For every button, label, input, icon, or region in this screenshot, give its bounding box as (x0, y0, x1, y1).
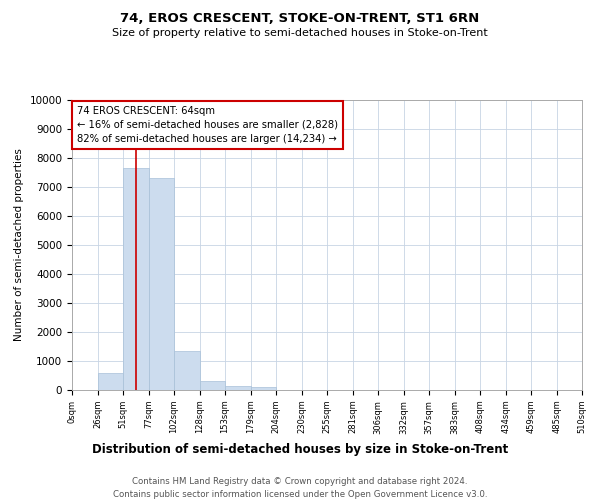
Y-axis label: Number of semi-detached properties: Number of semi-detached properties (14, 148, 24, 342)
Text: Distribution of semi-detached houses by size in Stoke-on-Trent: Distribution of semi-detached houses by … (92, 442, 508, 456)
Text: 74 EROS CRESCENT: 64sqm
← 16% of semi-detached houses are smaller (2,828)
82% of: 74 EROS CRESCENT: 64sqm ← 16% of semi-de… (77, 106, 338, 144)
Bar (200, 381, 225, 390)
Text: Contains public sector information licensed under the Open Government Licence v3: Contains public sector information licen… (113, 490, 487, 499)
Text: Size of property relative to semi-detached houses in Stoke-on-Trent: Size of property relative to semi-detach… (112, 28, 488, 38)
Text: Contains HM Land Registry data © Crown copyright and database right 2024.: Contains HM Land Registry data © Crown c… (132, 478, 468, 486)
Bar (225, 386, 251, 390)
Bar (123, 168, 149, 390)
Bar (174, 351, 200, 390)
Bar (251, 388, 276, 390)
Bar (98, 373, 123, 390)
Text: 74, EROS CRESCENT, STOKE-ON-TRENT, ST1 6RN: 74, EROS CRESCENT, STOKE-ON-TRENT, ST1 6… (121, 12, 479, 26)
Bar (149, 178, 174, 390)
